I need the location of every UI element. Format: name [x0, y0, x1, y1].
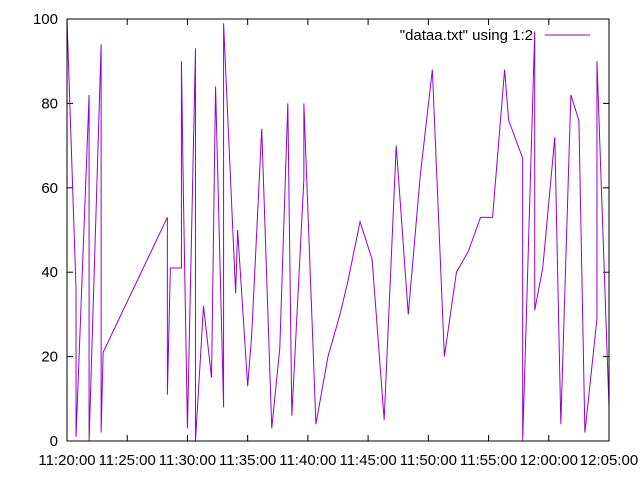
x-tick-label: 11:45:00	[339, 452, 396, 469]
x-tick-label: 11:55:00	[460, 452, 517, 469]
x-tick-label: 12:05:00	[580, 452, 638, 469]
y-tick-label: 0	[50, 433, 58, 450]
x-tick-label: 11:25:00	[99, 452, 156, 469]
y-tick-label: 60	[41, 180, 58, 197]
legend-label: "dataa.txt" using 1:2	[400, 27, 533, 44]
x-tick-label: 11:50:00	[400, 452, 457, 469]
y-tick-label: 40	[41, 264, 58, 281]
x-tick-label: 11:30:00	[159, 452, 216, 469]
plot-frame	[66, 18, 610, 442]
x-tick-label: 11:35:00	[219, 452, 276, 469]
tick-group: 0 20 40 60 80 100 11:20:00 11:25:00 11:30:00 11:3…	[33, 11, 638, 469]
y-tick-label: 20	[41, 349, 58, 366]
x-tick-label: 11:20:00	[38, 452, 95, 469]
x-tick-label: 12:00:00	[520, 452, 578, 469]
series-line	[66, 18, 610, 442]
y-tick-label: 100	[33, 11, 58, 28]
legend: "dataa.txt" using 1:2	[400, 27, 590, 44]
y-tick-label: 80	[41, 95, 58, 112]
series-group	[66, 18, 610, 442]
x-tick-label: 11:40:00	[279, 452, 336, 469]
